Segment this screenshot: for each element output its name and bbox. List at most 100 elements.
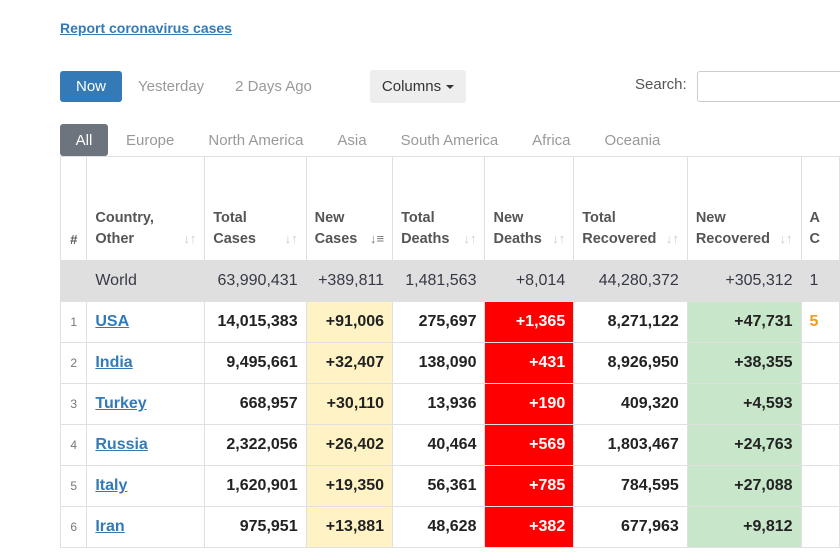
header-total-deaths[interactable]: Total Deaths ↓↑ bbox=[392, 156, 486, 261]
table-header-row: # Country, Other ↓↑ Total Cases ↓↑ New Cases ↓… bbox=[59, 156, 840, 261]
header-index[interactable]: # bbox=[59, 156, 88, 261]
row-truncated-cell: 5 bbox=[800, 301, 840, 343]
tab-now[interactable]: Now bbox=[60, 70, 122, 102]
row-new-deaths-cell: +785 bbox=[484, 465, 575, 507]
row-total-cases-cell: 668,957 bbox=[204, 383, 307, 425]
row-index-cell: 4 bbox=[59, 424, 88, 466]
sort-icon: ↓↑ bbox=[463, 231, 477, 246]
world-index-cell bbox=[59, 260, 88, 302]
world-row: World 63,990,431 +389,811 1,481,563 +8,0… bbox=[59, 260, 840, 302]
world-truncated-cell: 1 bbox=[800, 260, 840, 302]
row-index-cell: 5 bbox=[59, 465, 88, 507]
header-new-cases[interactable]: New Cases ↓≡ bbox=[305, 156, 394, 261]
header-country-label: Country, Other bbox=[95, 210, 154, 247]
row-new-cases-cell: +26,402 bbox=[305, 424, 394, 466]
row-new-deaths-cell: +1,365 bbox=[484, 301, 575, 343]
table-row: 6 Iran 975,951 +13,881 48,628 +382 677,9… bbox=[59, 506, 840, 548]
columns-button[interactable]: Columns bbox=[370, 70, 466, 103]
row-new-recovered-cell: +9,812 bbox=[686, 506, 802, 548]
row-country-cell: Turkey bbox=[86, 383, 206, 425]
row-country-cell: Italy bbox=[86, 465, 206, 507]
table-row: 1 USA 14,015,383 +91,006 275,697 +1,365 … bbox=[59, 301, 840, 343]
caret-down-icon bbox=[446, 84, 455, 89]
row-total-deaths-cell: 56,361 bbox=[392, 465, 486, 507]
table-row: 3 Turkey 668,957 +30,110 13,936 +190 409… bbox=[59, 383, 840, 425]
sort-icon: ↓↑ bbox=[779, 231, 793, 246]
region-tab-north-america[interactable]: North America bbox=[208, 131, 304, 149]
region-tab-oceania[interactable]: Oceania bbox=[604, 131, 661, 149]
header-total-recovered[interactable]: Total Recovered ↓↑ bbox=[573, 156, 688, 261]
world-total-deaths-cell: 1,481,563 bbox=[392, 260, 486, 302]
row-total-cases-cell: 975,951 bbox=[204, 506, 307, 548]
row-new-recovered-cell: +24,763 bbox=[686, 424, 802, 466]
header-country[interactable]: Country, Other ↓↑ bbox=[86, 156, 206, 261]
country-link[interactable]: USA bbox=[95, 313, 130, 330]
world-new-recovered-cell: +305,312 bbox=[686, 260, 802, 302]
tab-yesterday[interactable]: Yesterday bbox=[138, 77, 205, 95]
row-new-cases-cell: +19,350 bbox=[305, 465, 394, 507]
row-index-cell: 6 bbox=[59, 506, 88, 548]
sort-icon: ↓↑ bbox=[183, 231, 197, 246]
header-new-deaths[interactable]: New Deaths ↓↑ bbox=[484, 156, 575, 261]
row-total-cases-cell: 1,620,901 bbox=[204, 465, 307, 507]
region-tab-south-america[interactable]: South America bbox=[400, 131, 499, 149]
row-total-deaths-cell: 275,697 bbox=[392, 301, 486, 343]
row-total-cases-cell: 2,322,056 bbox=[204, 424, 307, 466]
sort-icon: ↓↑ bbox=[665, 231, 679, 246]
row-new-deaths-cell: +569 bbox=[484, 424, 575, 466]
row-total-deaths-cell: 13,936 bbox=[392, 383, 486, 425]
world-new-deaths-cell: +8,014 bbox=[484, 260, 575, 302]
world-country-cell: World bbox=[86, 260, 206, 302]
row-total-recovered-cell: 409,320 bbox=[573, 383, 688, 425]
search-input[interactable] bbox=[697, 71, 840, 102]
header-total-cases-label: Total Cases bbox=[213, 210, 256, 247]
report-cases-link[interactable]: Report coronavirus cases bbox=[60, 20, 232, 36]
header-index-label: # bbox=[70, 232, 78, 247]
header-total-deaths-label: Total Deaths bbox=[401, 210, 450, 247]
row-total-cases-cell: 14,015,383 bbox=[204, 301, 307, 343]
header-new-recovered[interactable]: New Recovered ↓↑ bbox=[686, 156, 802, 261]
country-link[interactable]: Iran bbox=[95, 518, 125, 535]
row-country-cell: Russia bbox=[86, 424, 206, 466]
region-tabs: All Europe North America Asia South Amer… bbox=[60, 124, 694, 156]
country-link[interactable]: Russia bbox=[95, 436, 148, 453]
row-truncated-cell bbox=[800, 424, 840, 466]
country-link[interactable]: India bbox=[95, 354, 133, 371]
row-index-cell: 3 bbox=[59, 383, 88, 425]
row-new-recovered-cell: +38,355 bbox=[686, 342, 802, 384]
table-row: 4 Russia 2,322,056 +26,402 40,464 +569 1… bbox=[59, 424, 840, 466]
row-country-cell: India bbox=[86, 342, 206, 384]
country-link[interactable]: Turkey bbox=[95, 395, 147, 412]
row-total-deaths-cell: 138,090 bbox=[392, 342, 486, 384]
columns-label: Columns bbox=[381, 78, 442, 95]
region-tab-europe[interactable]: Europe bbox=[126, 131, 175, 149]
sort-icon: ↓↑ bbox=[284, 231, 298, 246]
day-tabs: Now Yesterday 2 Days Ago Columns bbox=[60, 70, 466, 103]
cases-table: # Country, Other ↓↑ Total Cases ↓↑ New Cases ↓… bbox=[59, 156, 840, 548]
tab-2-days-ago[interactable]: 2 Days Ago bbox=[235, 77, 312, 95]
row-new-cases-cell: +13,881 bbox=[305, 506, 394, 548]
row-total-recovered-cell: 784,595 bbox=[573, 465, 688, 507]
row-country-cell: USA bbox=[86, 301, 206, 343]
row-total-deaths-cell: 40,464 bbox=[392, 424, 486, 466]
row-index-cell: 2 bbox=[59, 342, 88, 384]
region-tab-all[interactable]: All bbox=[60, 124, 108, 156]
region-tab-asia[interactable]: Asia bbox=[337, 131, 367, 149]
row-total-cases-cell: 9,495,661 bbox=[204, 342, 307, 384]
row-new-deaths-cell: +382 bbox=[484, 506, 575, 548]
header-new-recovered-label: New Recovered bbox=[695, 210, 770, 247]
search-label: Search: bbox=[635, 76, 687, 93]
row-new-cases-cell: +32,407 bbox=[305, 342, 394, 384]
world-new-cases-cell: +389,811 bbox=[305, 260, 394, 302]
row-total-recovered-cell: 8,926,950 bbox=[573, 342, 688, 384]
country-link[interactable]: Italy bbox=[95, 477, 128, 494]
row-truncated-cell bbox=[800, 506, 840, 548]
header-total-cases[interactable]: Total Cases ↓↑ bbox=[204, 156, 307, 261]
row-total-recovered-cell: 8,271,122 bbox=[573, 301, 688, 343]
row-new-deaths-cell: +190 bbox=[484, 383, 575, 425]
region-tab-africa[interactable]: Africa bbox=[532, 131, 571, 149]
row-total-recovered-cell: 1,803,467 bbox=[573, 424, 688, 466]
row-total-recovered-cell: 677,963 bbox=[573, 506, 688, 548]
